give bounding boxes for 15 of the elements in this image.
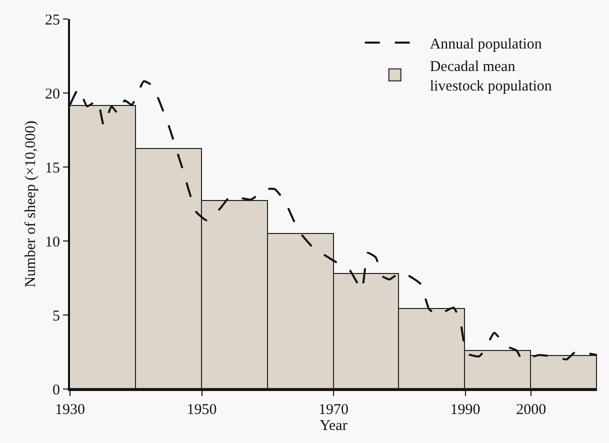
y-tick-label: 5 [52, 308, 60, 324]
y-tick-label: 25 [45, 12, 60, 28]
y-tick-label: 20 [45, 86, 60, 102]
y-tick-label: 0 [52, 382, 60, 398]
y-tick-label: 15 [45, 160, 60, 176]
x-tick-label: 2000 [516, 402, 546, 418]
x-tick-label: 1970 [318, 402, 348, 418]
legend-label: Annual population [430, 36, 542, 52]
x-tick-label: 1930 [55, 402, 85, 418]
legend-label: Decadal mean livestock population [430, 59, 552, 94]
x-tick-label: 1950 [186, 402, 217, 418]
x-axis-title: Year [320, 418, 348, 434]
y-tick-label: 10 [45, 234, 60, 250]
x-tick-label: 1990 [450, 402, 480, 418]
y-axis-title: Number of sheep (×10,000) [22, 120, 39, 288]
